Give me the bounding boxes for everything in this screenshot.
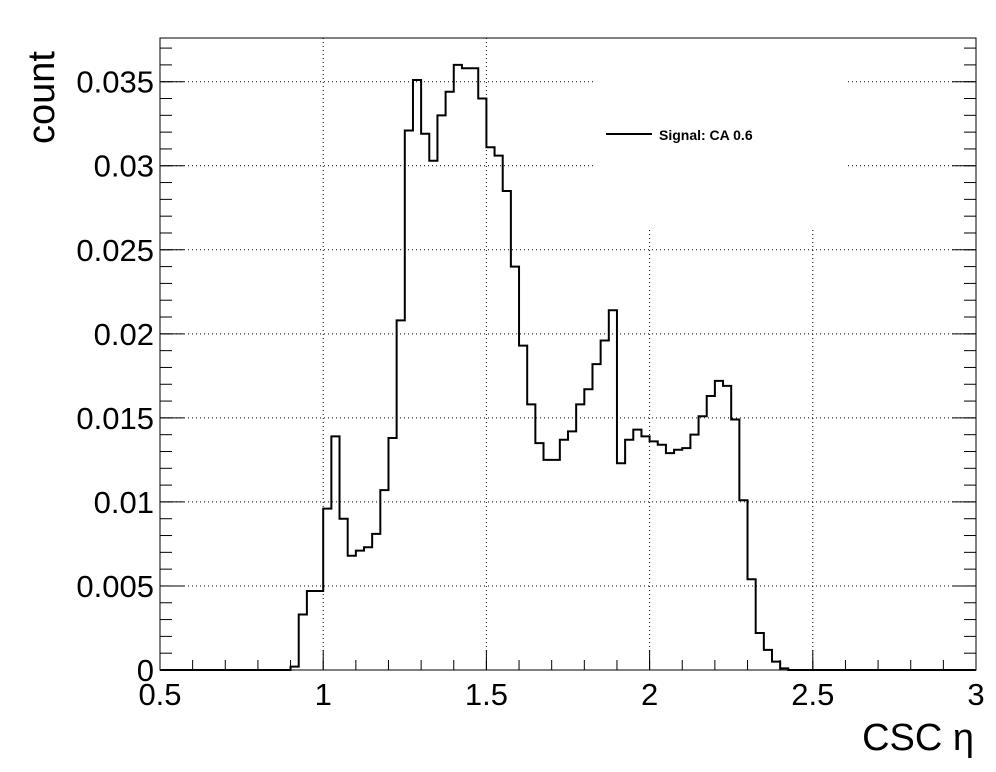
y-tick-label: 0.035 [76,65,154,100]
legend-label-signal: Signal: CA 0.6 [659,127,753,143]
histogram-bin [511,267,519,670]
histogram-series [160,63,976,671]
y-tick-label: 0.025 [76,233,154,268]
y-axis-title: count [21,51,63,144]
histogram-bin [503,191,511,670]
histogram-bin [364,547,372,670]
axes-ticks: 0.5 1 1.5 2 2.5 3 0 0.005 0.01 0.015 0.02 0.025 0.03… [76,47,985,712]
histogram-bin [748,579,756,670]
histogram-bin [544,460,552,670]
histogram-bin [739,500,747,670]
histogram-bin [446,92,454,670]
x-tick-label: 2.5 [791,677,834,712]
histogram-bin [380,490,388,670]
histogram-bin [535,443,543,670]
histogram-bin [568,431,576,670]
histogram-bin [674,450,682,670]
histogram-bin [519,346,527,670]
y-tick-label: 0.03 [94,149,154,184]
histogram-bin [633,430,641,670]
histogram-bin [609,310,617,670]
x-tick-label: 0.5 [138,677,181,712]
y-tick-label: 0.02 [94,317,154,352]
histogram-bin [454,65,462,670]
legend-background [596,30,846,230]
histogram-bin [323,509,331,670]
histogram-bin [307,591,315,670]
x-tick-label: 1.5 [465,677,508,712]
histogram-bin [372,534,380,670]
histogram-bin [429,161,437,670]
histogram-bin [478,99,486,670]
histogram-bin [413,80,421,670]
histogram-bin [291,667,299,670]
histogram-bin [723,386,731,670]
histogram-bin [772,662,780,670]
histogram-bin [617,463,625,670]
y-tick-label: 0.015 [76,401,154,436]
y-tick-label: 0.005 [76,569,154,604]
histogram-bin [437,115,445,670]
histogram-bin [576,404,584,670]
y-tick-label: 0 [137,653,154,688]
histogram-bin [584,389,592,670]
histogram-bin [470,68,478,670]
histogram-bin [315,591,323,670]
histogram-bin [715,381,723,670]
histogram-bin [388,438,396,670]
histogram-bin [560,440,568,670]
histogram-bin [340,519,348,670]
histogram-bin [356,551,364,670]
histogram-bin [405,130,413,670]
x-tick-label: 1 [315,677,332,712]
histogram-bin [690,435,698,670]
histogram-bin [699,416,707,670]
histogram-bin [625,440,633,670]
histogram-bin [486,147,494,670]
histogram-bin [682,448,690,670]
histogram-bin [299,615,307,670]
histogram-bin [331,436,339,670]
histogram-bin [666,453,674,670]
histogram-bin [421,134,429,670]
plot-frame [159,37,977,671]
histogram-bin [397,320,405,670]
histogram-bin [527,404,535,670]
histogram-bin [462,68,470,670]
histogram-bin [764,650,772,670]
histogram-bin [592,364,600,670]
histogram-bin [756,633,764,670]
histogram-bin [707,396,715,670]
histogram-bin [641,436,649,670]
x-tick-label: 2 [641,677,658,712]
legend: Signal: CA 0.6 [596,30,846,230]
histogram-bin [658,445,666,670]
histogram-bin [731,420,739,670]
histogram-line-signal [160,63,976,671]
histogram-bin [495,156,503,670]
y-tick-label: 0.01 [94,485,154,520]
x-tick-label: 3 [967,677,984,712]
histogram-bin [601,341,609,670]
histogram-bin [552,460,560,670]
histogram-bin [348,556,356,670]
x-axis-title: CSC η [862,717,974,759]
histogram-bin [650,441,658,670]
